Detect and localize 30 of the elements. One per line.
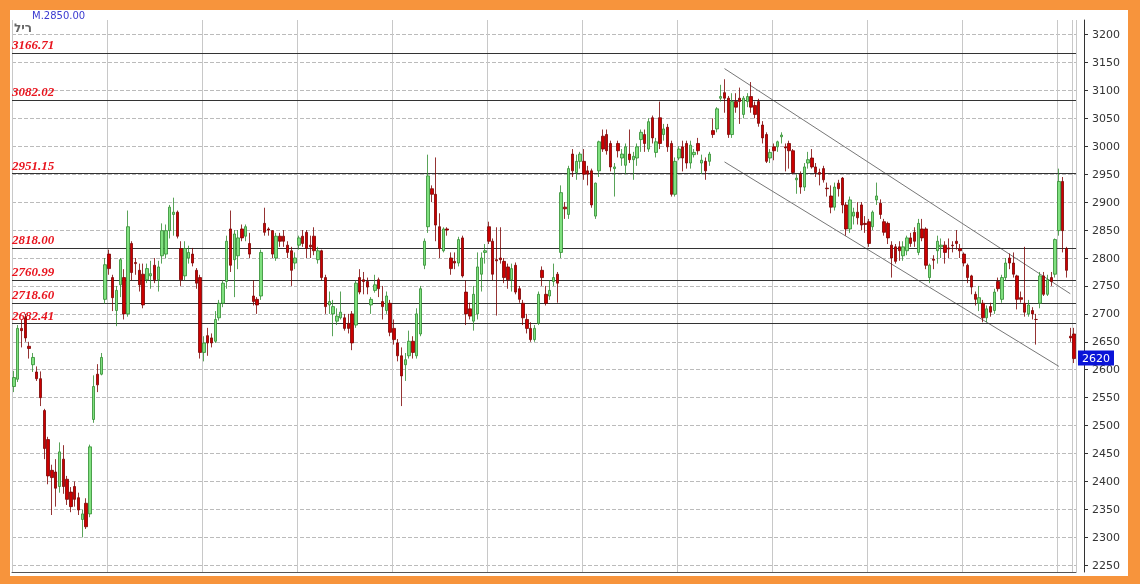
y-tick-label: 3000 <box>1092 139 1120 153</box>
y-tick-label: 3200 <box>1092 28 1120 42</box>
y-tick-label: 2350 <box>1092 502 1120 516</box>
y-tick-label: 3100 <box>1092 83 1120 97</box>
y-tick-label: 2750 <box>1092 279 1120 293</box>
annotation: ריל <box>14 21 33 35</box>
y-tick-label: 3150 <box>1092 55 1120 69</box>
ref-line-label: 2818.00 <box>11 231 55 247</box>
annotation: 2620 <box>1082 351 1110 365</box>
y-tick-label: 2600 <box>1092 363 1120 377</box>
ref-line-label: 2951.15 <box>11 157 55 173</box>
annotation: M.2850.00 <box>32 9 86 21</box>
y-tick-label: 2400 <box>1092 474 1120 488</box>
y-tick-label: 2700 <box>1092 307 1120 321</box>
y-tick-label: 2300 <box>1092 530 1120 544</box>
y-tick-label: 2550 <box>1092 391 1120 405</box>
ref-line-label: 2718.60 <box>11 287 55 303</box>
ref-line-label: 2682.41 <box>11 307 55 323</box>
y-tick-label: 3050 <box>1092 111 1120 125</box>
ref-line-label: 3082.02 <box>11 84 55 100</box>
y-tick-label: 2950 <box>1092 167 1120 181</box>
ref-line-label: 3166.71 <box>11 37 55 53</box>
y-tick-label: 2650 <box>1092 335 1120 349</box>
y-tick-label: 2900 <box>1092 195 1120 209</box>
y-tick-label: 2250 <box>1092 558 1120 572</box>
y-tick-label: 2850 <box>1092 223 1120 237</box>
y-tick-label: 2800 <box>1092 251 1120 265</box>
y-tick-label: 2450 <box>1092 447 1120 461</box>
ref-line-label: 2760.99 <box>11 263 55 279</box>
y-tick-label: 2500 <box>1092 419 1120 433</box>
